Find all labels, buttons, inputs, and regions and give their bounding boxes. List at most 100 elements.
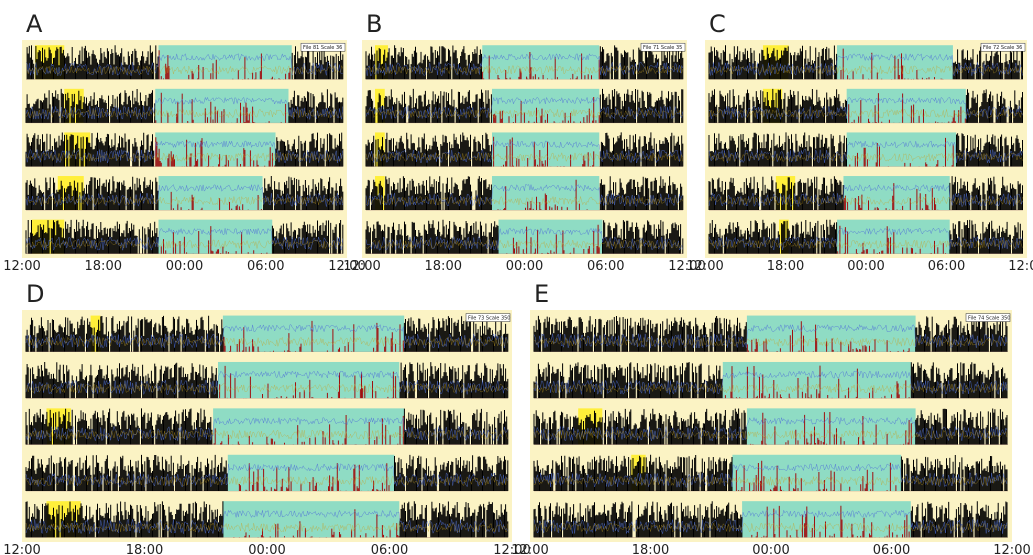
dark-block [843, 176, 950, 211]
file-box-text: File 74 Scale 350 [968, 316, 1011, 322]
light-trace [25, 522, 508, 533]
light-trace [365, 65, 683, 75]
light-trace [365, 195, 683, 206]
temperature-trace [365, 184, 683, 208]
dark-block [492, 88, 600, 123]
dark-block [222, 315, 405, 352]
panel-label: E [534, 280, 549, 308]
light-trace [25, 336, 508, 347]
light-trace [533, 522, 1008, 533]
panel-label: C [709, 10, 726, 38]
temperature-trace [25, 509, 509, 535]
activity-peaks [165, 191, 262, 211]
x-tick-label: 18:00 [126, 543, 163, 555]
file-box-text: File 81 Scale 36 [303, 45, 342, 51]
activity-trace [25, 501, 509, 538]
light-trace [708, 239, 1023, 250]
x-tick-label: 12:00 [343, 259, 380, 274]
file-box [980, 42, 1026, 52]
x-tick-label: 00:00 [847, 259, 884, 274]
activity-trace [708, 176, 1023, 211]
activity-peaks [506, 224, 600, 254]
temperature-trace [533, 463, 1008, 488]
light-trace [25, 239, 343, 250]
light-trace [708, 65, 1023, 75]
x-tick-label: 06:00 [247, 259, 284, 274]
x-tick-label: 06:00 [587, 259, 624, 274]
light-trace [533, 475, 1008, 486]
x-tick-label: 06:00 [873, 543, 910, 555]
x-tick-label: 18:00 [425, 259, 462, 274]
light-trace [25, 152, 343, 162]
dark-block [155, 132, 276, 167]
light-trace [25, 475, 508, 487]
x-tick-label: 12:00 [3, 259, 40, 274]
temperature-trace [708, 53, 1023, 77]
light-trace [25, 108, 343, 119]
x-tick-label: 12:00 [3, 543, 40, 555]
light-block [90, 315, 101, 352]
temperature-trace [365, 53, 684, 77]
x-tick-label: 18:00 [85, 259, 122, 274]
dark-block [746, 315, 916, 352]
panel-label: B [366, 10, 382, 38]
x-tick-label: 12:00 [1008, 259, 1033, 274]
temperature-trace [25, 96, 344, 121]
file-box-text: File 72 Scale 36 [983, 45, 1022, 51]
dark-block [158, 219, 273, 254]
temperature-trace [365, 227, 684, 251]
temperature-trace [25, 323, 509, 349]
x-tick-label: 12:00 [493, 543, 530, 555]
x-tick-label: 12:00 [686, 259, 723, 274]
x-tick-label: 06:00 [928, 259, 965, 274]
light-trace [25, 195, 343, 206]
temperature-trace [25, 183, 344, 208]
x-tick-label: 12:00 [993, 543, 1030, 555]
dark-block [218, 361, 400, 399]
temperature-trace [25, 416, 509, 442]
x-tick-label: 12:00 [668, 259, 705, 274]
activity-peaks [840, 48, 950, 80]
activity-peaks [497, 179, 592, 211]
file-box [640, 42, 686, 52]
x-tick-label: 18:00 [632, 543, 669, 555]
actogram-panel: C File 72 Scale 36 12:00 18:00 00:00 06:00 12:… [686, 10, 1033, 274]
light-block [375, 132, 385, 167]
panel-label: A [26, 10, 43, 38]
activity-peaks [160, 226, 268, 254]
light-trace [25, 64, 343, 75]
file-box [300, 42, 346, 52]
light-trace [708, 108, 1023, 119]
x-tick-label: 00:00 [506, 259, 543, 274]
x-tick-label: 00:00 [752, 543, 789, 555]
activity-peaks [158, 50, 291, 80]
actogram-panel: A File 81 Scale 36 12:00 18:00 00:00 06:00 12:… [3, 10, 365, 274]
light-trace [708, 195, 1023, 206]
x-tick-label: 06:00 [371, 543, 408, 555]
x-tick-label: 18:00 [767, 259, 804, 274]
light-trace [708, 152, 1023, 162]
temperature-trace [533, 416, 1008, 442]
actogram-panel: B File 71 Scale 35 12:00 18:00 00:00 06:00 12:… [343, 10, 705, 274]
activity-peaks [233, 509, 400, 538]
panel-label: D [26, 280, 44, 308]
light-trace [365, 152, 683, 162]
dark-block [222, 501, 400, 538]
temperature-trace [533, 370, 1008, 396]
file-box-text: File 71 Scale 35 [643, 45, 682, 51]
activity-peaks [155, 137, 276, 167]
file-box-text: File 73 Scale 350 [468, 316, 511, 322]
activity-peaks [482, 52, 600, 80]
temperature-trace [25, 53, 343, 77]
temperature-trace [25, 227, 344, 251]
dark-block [158, 45, 292, 80]
activity-peaks [213, 415, 404, 445]
dark-block [746, 408, 916, 445]
light-trace [533, 429, 1008, 440]
x-tick-label: 12:00 [511, 543, 548, 555]
file-box [465, 313, 511, 322]
temperature-trace [708, 140, 1023, 164]
light-trace [25, 383, 508, 394]
x-tick-label: 12:00 [328, 259, 365, 274]
dark-block [732, 454, 902, 491]
